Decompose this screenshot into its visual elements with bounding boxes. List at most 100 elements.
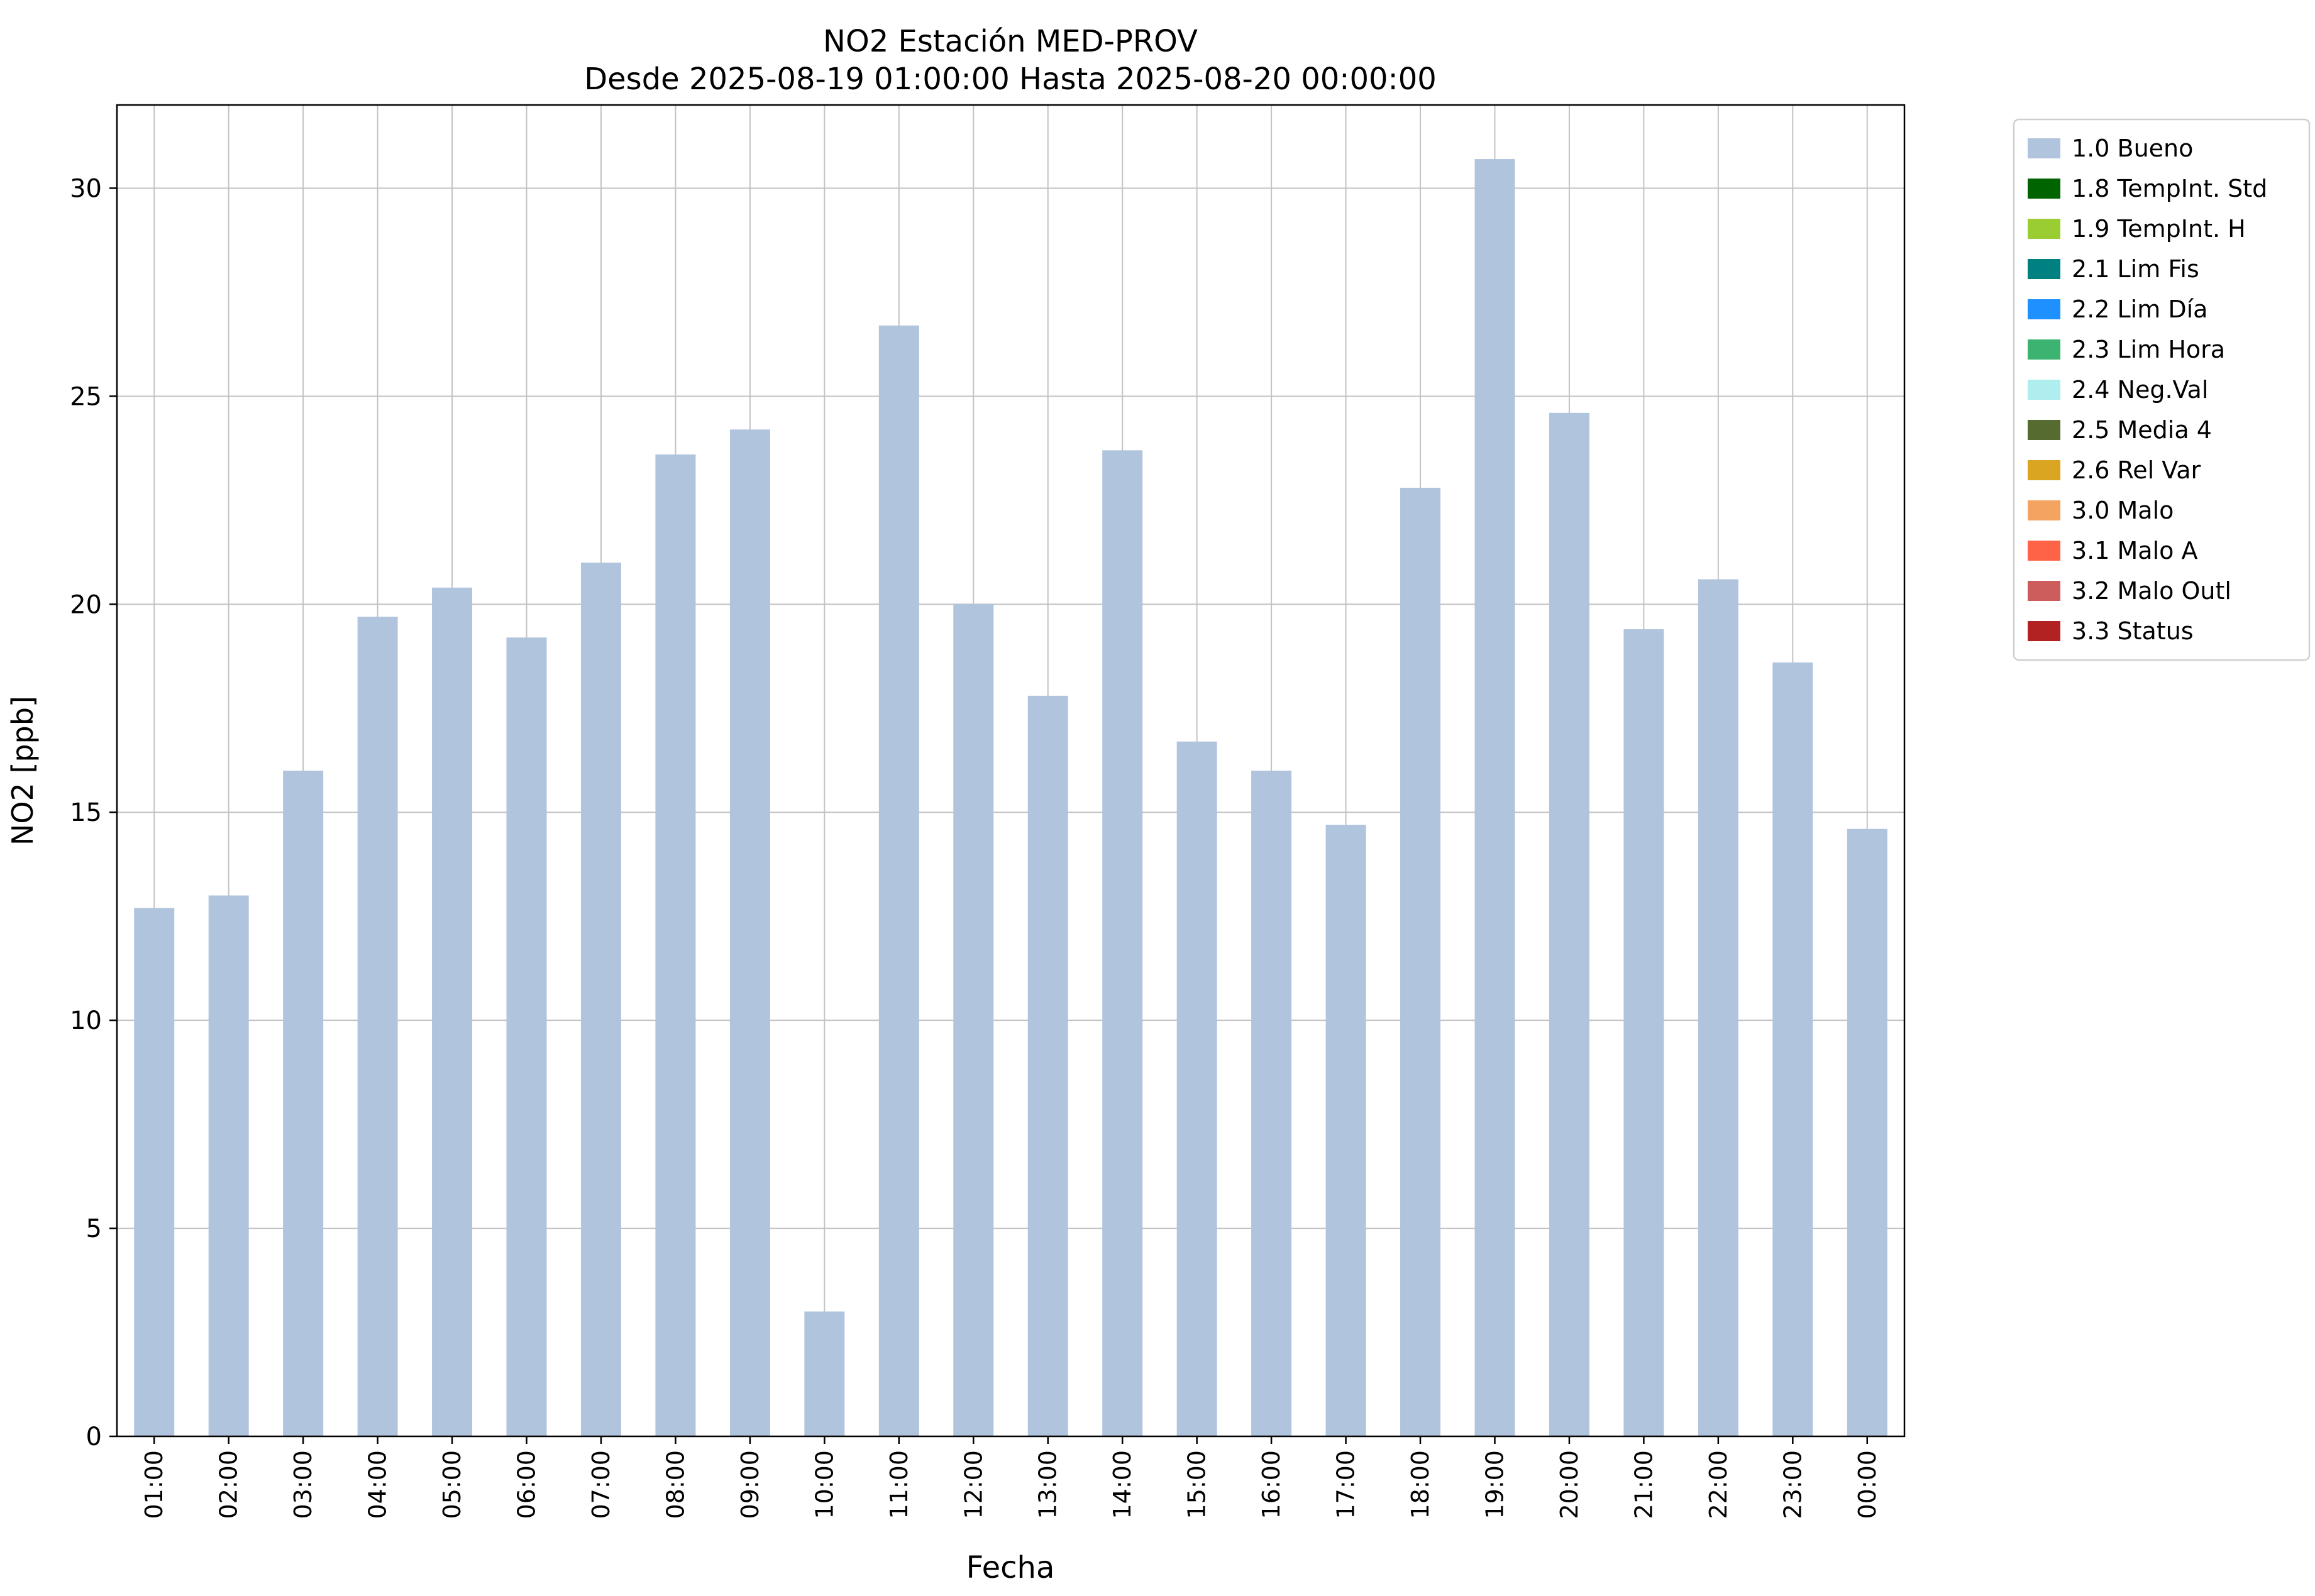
- x-tick-label: 18:00: [1406, 1450, 1434, 1519]
- bars: [134, 159, 1887, 1437]
- legend-label: 1.8 TempInt. Std: [2072, 175, 2267, 202]
- x-tick-label: 06:00: [513, 1450, 541, 1519]
- x-tick-label: 14:00: [1108, 1450, 1136, 1519]
- bar-16:00: [1251, 771, 1292, 1436]
- legend-item: 2.3 Lim Hora: [2028, 336, 2225, 363]
- x-axis-label: Fecha: [966, 1550, 1055, 1585]
- plot-area: 01:00 02:00 03:00 04:00 05:00 06:00 07:00 08:00…: [70, 104, 2311, 1519]
- x-tick-label: 11:00: [885, 1450, 913, 1519]
- bar-05:00: [432, 587, 473, 1436]
- legend-item: 1.8 TempInt. Std: [2028, 175, 2267, 202]
- bar-13:00: [1027, 695, 1068, 1436]
- bar-12:00: [953, 604, 994, 1436]
- legend-label: 3.1 Malo A: [2072, 537, 2197, 564]
- legend-label: 2.1 Lim Fis: [2072, 255, 2199, 283]
- legend-label: 2.2 Lim Día: [2072, 295, 2207, 323]
- x-tick-label: 01:00: [140, 1450, 168, 1519]
- plot-frame: [116, 104, 1906, 1438]
- legend-item: 2.4 Neg.Val: [2028, 376, 2208, 404]
- bar-21:00: [1623, 629, 1664, 1436]
- bar-19:00: [1474, 159, 1515, 1437]
- x-tick-label: 02:00: [215, 1450, 243, 1519]
- bar-02:00: [208, 895, 249, 1436]
- bar-03:00: [283, 771, 324, 1436]
- y-tick-label: 10: [70, 1006, 102, 1035]
- legend-item: 3.1 Malo A: [2028, 537, 2197, 564]
- bar-20:00: [1549, 412, 1589, 1436]
- legend-swatch: [2028, 179, 2060, 199]
- legend: 1.0 Bueno 1.8 TempInt. Std 1.9 TempInt. H 2…: [2013, 118, 2311, 661]
- x-tick-label: 13:00: [1034, 1450, 1062, 1519]
- bar-04:00: [357, 617, 398, 1437]
- bar-06:00: [506, 637, 547, 1437]
- legend-item: 2.6 Rel Var: [2028, 456, 2201, 484]
- legend-item: 3.2 Malo Outl: [2028, 577, 2231, 605]
- bar-22:00: [1698, 579, 1738, 1436]
- legend-label: 3.2 Malo Outl: [2072, 577, 2231, 605]
- legend-swatch: [2028, 420, 2060, 440]
- bar-10:00: [804, 1311, 845, 1436]
- x-tick-label: 09:00: [736, 1450, 764, 1519]
- chart-title-line2: Desde 2025-08-19 01:00:00 Hasta 2025-08-…: [584, 62, 1437, 97]
- legend-item: 1.9 TempInt. H: [2028, 215, 2246, 243]
- legend-swatch: [2028, 219, 2060, 239]
- legend-item: 2.5 Media 4: [2028, 416, 2212, 444]
- x-tick-label: 22:00: [1704, 1450, 1732, 1519]
- bar-18:00: [1400, 487, 1441, 1436]
- legend-swatch: [2028, 581, 2060, 601]
- axis-ticks: 01:00 02:00 03:00 04:00 05:00 06:00 07:00 08:00…: [70, 174, 1881, 1519]
- y-tick-label: 5: [86, 1214, 102, 1243]
- y-tick-label: 25: [70, 382, 102, 411]
- x-tick-label: 03:00: [289, 1450, 317, 1519]
- x-tick-label: 10:00: [810, 1450, 838, 1519]
- legend-swatch: [2028, 621, 2060, 641]
- legend-item: 1.0 Bueno: [2028, 135, 2193, 162]
- chart-title-line1: NO2 Estación MED-PROV: [823, 24, 1198, 59]
- legend-label: 2.4 Neg.Val: [2072, 376, 2208, 404]
- legend-item: 3.3 Status: [2028, 617, 2194, 645]
- bar-07:00: [580, 563, 621, 1436]
- x-tick-label: 19:00: [1481, 1450, 1508, 1519]
- legend-item: 3.0 Malo: [2028, 497, 2174, 524]
- bar-23:00: [1772, 662, 1813, 1436]
- legend-label: 2.3 Lim Hora: [2072, 336, 2225, 363]
- x-tick-label: 05:00: [438, 1450, 466, 1519]
- legend-swatch: [2028, 138, 2060, 158]
- bar-09:00: [729, 429, 770, 1437]
- x-tick-label: 16:00: [1257, 1450, 1285, 1519]
- bar-00:00: [1847, 828, 1887, 1436]
- legend-item: 2.2 Lim Día: [2028, 295, 2207, 323]
- legend-swatch: [2028, 380, 2060, 400]
- bar-11:00: [878, 325, 919, 1437]
- legend-label: 1.0 Bueno: [2072, 135, 2193, 162]
- bar-01:00: [134, 908, 175, 1436]
- legend-item: 2.1 Lim Fis: [2028, 255, 2199, 283]
- legend-label: 3.3 Status: [2072, 617, 2194, 645]
- y-tick-label: 15: [70, 798, 102, 827]
- x-tick-label: 21:00: [1630, 1450, 1657, 1519]
- x-tick-label: 07:00: [587, 1450, 615, 1519]
- legend-label: 2.5 Media 4: [2072, 416, 2212, 444]
- bar-17:00: [1325, 825, 1366, 1436]
- legend-swatch: [2028, 541, 2060, 561]
- y-tick-label: 30: [70, 174, 102, 203]
- x-tick-label: 12:00: [959, 1450, 987, 1519]
- y-axis-label: NO2 [ppb]: [6, 696, 40, 845]
- legend-label: 3.0 Malo: [2072, 497, 2174, 524]
- x-tick-label: 20:00: [1555, 1450, 1583, 1519]
- legend-label: 1.9 TempInt. H: [2072, 215, 2246, 243]
- x-tick-label: 17:00: [1332, 1450, 1360, 1519]
- legend-box: [2013, 118, 2311, 661]
- legend-swatch: [2028, 500, 2060, 520]
- x-tick-label: 08:00: [661, 1450, 689, 1519]
- x-tick-label: 00:00: [1854, 1450, 1881, 1519]
- legend-swatch: [2028, 460, 2060, 480]
- bar-08:00: [655, 454, 696, 1436]
- bar-15:00: [1176, 741, 1217, 1436]
- legend-swatch: [2028, 259, 2060, 279]
- y-tick-label: 0: [86, 1423, 102, 1451]
- x-tick-label: 23:00: [1779, 1450, 1806, 1519]
- legend-swatch: [2028, 299, 2060, 319]
